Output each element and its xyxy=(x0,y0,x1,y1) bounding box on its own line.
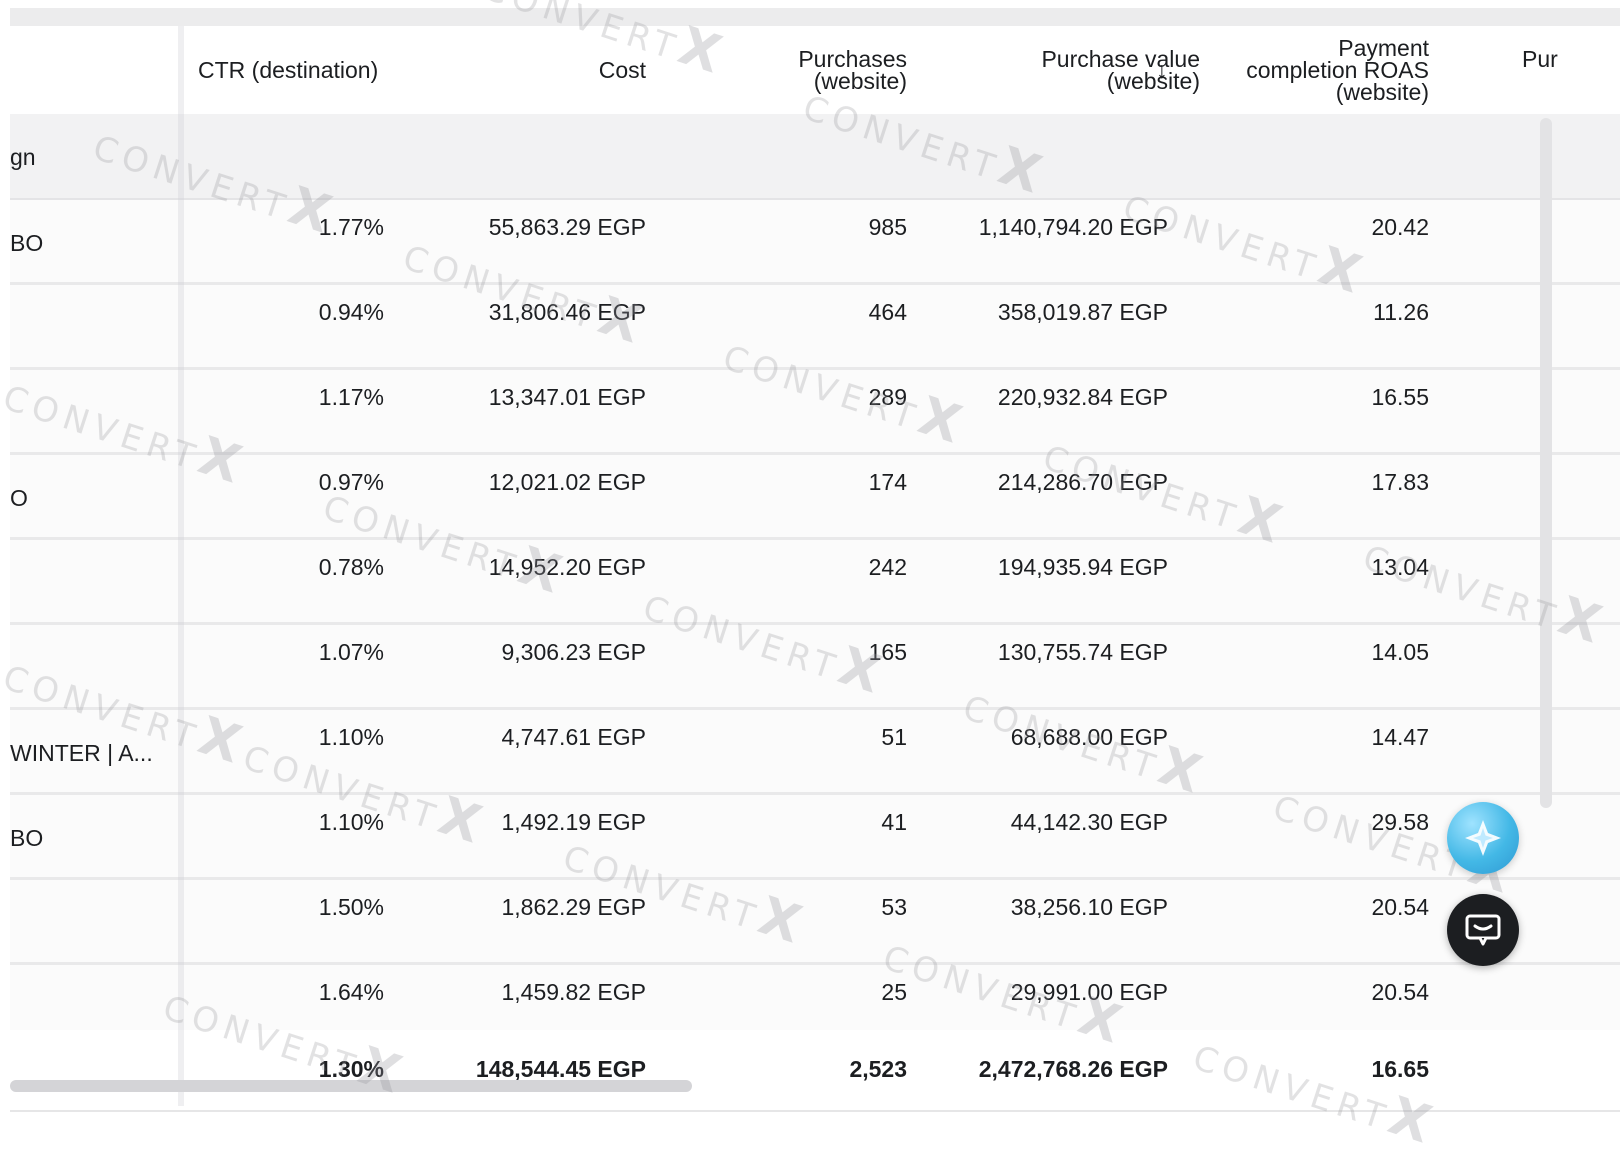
cell-cost: 9,306.23 EGP xyxy=(501,639,647,665)
cell-ctr: 0.97% xyxy=(318,469,384,495)
cell-purchases: 51 xyxy=(881,724,907,750)
cell-purchases: 985 xyxy=(868,214,907,240)
cell-ctr: 1.07% xyxy=(318,639,384,665)
cell-ctr: 1.50% xyxy=(318,894,384,920)
frozen-column-divider[interactable] xyxy=(178,26,184,1106)
header-roas-line1: Payment xyxy=(1338,35,1429,61)
cell-purchase-value: 194,935.94 EGP xyxy=(997,554,1168,580)
cell-purchases: 25 xyxy=(881,979,907,1005)
cell-roas: 14.05 xyxy=(1371,639,1429,665)
table-row[interactable]: O 0.97% 12,021.02 EGP 174 214,286.70 EGP 17.8… xyxy=(10,455,1620,540)
cell-purchase-value: 44,142.30 EGP xyxy=(1010,809,1168,835)
totals-row: 1.30% 148,544.45 EGP 2,523 2,472,768.26 … xyxy=(10,1030,1620,1112)
cell-purchases: 289 xyxy=(868,384,907,410)
sort-descending-icon[interactable]: ↓ xyxy=(1156,57,1168,83)
cell-cost: 13,347.01 EGP xyxy=(488,384,646,410)
total-ctr: 1.30% xyxy=(318,1056,384,1082)
cell-cost: 4,747.61 EGP xyxy=(501,724,647,750)
table-row[interactable]: WINTER | A... 1.10% 4,747.61 EGP 51 68,688.0… xyxy=(10,710,1620,795)
cell-cost: 1,862.29 EGP xyxy=(501,894,647,920)
cell-purchase-value: 29,991.00 EGP xyxy=(1010,979,1168,1005)
header-value-line2: (website) xyxy=(1106,68,1200,94)
header-roas-line2: completion ROAS xyxy=(1246,57,1429,83)
cell-roas: 14.47 xyxy=(1371,724,1429,750)
cell-purchase-value: 1,140,794.20 EGP xyxy=(978,214,1168,240)
cell-cost: 55,863.29 EGP xyxy=(488,214,646,240)
table-row[interactable]: BO 1.77% 55,863.29 EGP 985 1,140,794.20 EGP 2… xyxy=(10,200,1620,285)
cell-cost: 1,492.19 EGP xyxy=(501,809,647,835)
cell-roas: 20.54 xyxy=(1371,979,1429,1005)
header-purchases-line2: (website) xyxy=(813,68,907,94)
cell-purchase-value: 214,286.70 EGP xyxy=(997,469,1168,495)
cell-cost: 12,021.02 EGP xyxy=(488,469,646,495)
row-name: WINTER | A... xyxy=(10,740,153,766)
header-ctr[interactable]: CTR (destination) xyxy=(198,57,379,83)
cell-purchases: 165 xyxy=(868,639,907,665)
cell-ctr: 1.77% xyxy=(318,214,384,240)
table-row[interactable]: 0.94% 31,806.46 EGP 464 358,019.87 EGP 11.26 xyxy=(10,285,1620,370)
cell-purchases: 464 xyxy=(868,299,907,325)
group-label: gn xyxy=(10,144,36,170)
cell-roas: 13.04 xyxy=(1371,554,1429,580)
row-name: BO xyxy=(10,825,44,851)
table-row[interactable]: BO 1.10% 1,492.19 EGP 41 44,142.30 EGP 29.58 xyxy=(10,795,1620,880)
header-cost[interactable]: Cost xyxy=(598,57,646,83)
total-roas: 16.65 xyxy=(1371,1056,1429,1082)
cell-purchases: 242 xyxy=(868,554,907,580)
cell-roas: 17.83 xyxy=(1371,469,1429,495)
cell-purchases: 41 xyxy=(881,809,907,835)
cell-purchase-value: 38,256.10 EGP xyxy=(1010,894,1168,920)
cell-ctr: 0.94% xyxy=(318,299,384,325)
top-strip xyxy=(10,8,1620,26)
total-purchase-value: 2,472,768.26 EGP xyxy=(978,1056,1168,1082)
cell-ctr: 1.64% xyxy=(318,979,384,1005)
header-purchases[interactable]: Purchases (website) xyxy=(798,46,907,94)
total-cost: 148,544.45 EGP xyxy=(475,1056,646,1082)
cell-ctr: 1.10% xyxy=(318,724,384,750)
cell-purchase-value: 220,932.84 EGP xyxy=(997,384,1168,410)
cell-roas: 20.54 xyxy=(1371,894,1429,920)
ai-assistant-button[interactable] xyxy=(1447,802,1519,874)
vertical-scrollbar[interactable] xyxy=(1540,118,1552,808)
cell-ctr: 1.17% xyxy=(318,384,384,410)
row-name: O xyxy=(10,485,28,511)
group-row: gn xyxy=(10,114,1620,201)
header-roas[interactable]: Payment completion ROAS (website) xyxy=(1246,35,1429,105)
header-purchases-line1: Purchases xyxy=(798,46,907,72)
header-roas-line3: (website) xyxy=(1335,79,1429,105)
horizontal-scrollbar[interactable] xyxy=(10,1080,692,1092)
cell-cost: 1,459.82 EGP xyxy=(501,979,647,1005)
cell-roas: 20.42 xyxy=(1371,214,1429,240)
cell-ctr: 0.78% xyxy=(318,554,384,580)
ads-report-table: CTR (destination) Cost Purchases (websit… xyxy=(10,8,1620,1138)
cell-cost: 14,952.20 EGP xyxy=(488,554,646,580)
total-purchases: 2,523 xyxy=(849,1056,907,1082)
chat-icon xyxy=(1465,914,1501,946)
sparkle-icon xyxy=(1465,820,1501,856)
chat-button[interactable] xyxy=(1447,894,1519,966)
row-name: BO xyxy=(10,230,44,256)
table-row[interactable]: 1.17% 13,347.01 EGP 289 220,932.84 EGP 16.55 xyxy=(10,370,1620,455)
cell-purchase-value: 358,019.87 EGP xyxy=(997,299,1168,325)
table-row[interactable]: 1.50% 1,862.29 EGP 53 38,256.10 EGP 20.54 xyxy=(10,880,1620,965)
cell-purchase-value: 130,755.74 EGP xyxy=(997,639,1168,665)
cell-roas: 11.26 xyxy=(1373,299,1429,325)
cell-ctr: 1.10% xyxy=(318,809,384,835)
cell-purchase-value: 68,688.00 EGP xyxy=(1010,724,1168,750)
header-purchase-value[interactable]: Purchase value (website) xyxy=(1041,46,1200,94)
table-header: CTR (destination) Cost Purchases (websit… xyxy=(10,26,1620,117)
header-next-column[interactable]: Pur xyxy=(1522,46,1558,72)
cell-cost: 31,806.46 EGP xyxy=(488,299,646,325)
cell-purchases: 53 xyxy=(881,894,907,920)
cell-roas: 16.55 xyxy=(1371,384,1429,410)
table-row[interactable]: 0.78% 14,952.20 EGP 242 194,935.94 EGP 13.04 xyxy=(10,540,1620,625)
header-value-line1: Purchase value xyxy=(1041,46,1200,72)
cell-roas: 29.58 xyxy=(1371,809,1429,835)
table-row[interactable]: 1.07% 9,306.23 EGP 165 130,755.74 EGP 14.05 xyxy=(10,625,1620,710)
cell-purchases: 174 xyxy=(868,469,907,495)
